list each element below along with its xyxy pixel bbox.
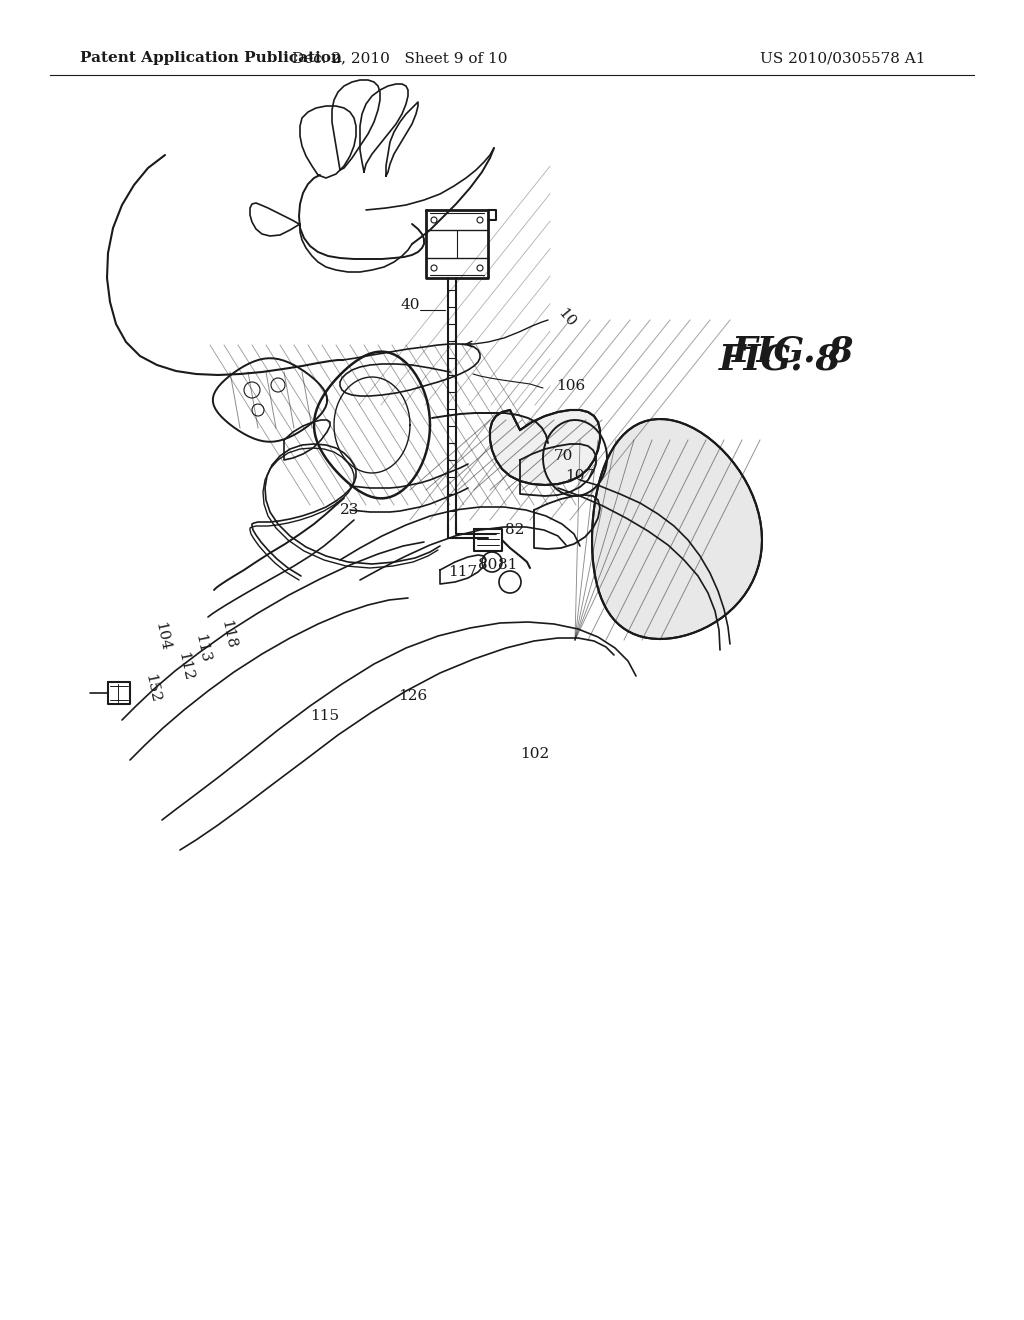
Text: 152: 152 <box>142 672 162 704</box>
Text: Dec. 2, 2010   Sheet 9 of 10: Dec. 2, 2010 Sheet 9 of 10 <box>292 51 508 65</box>
Text: 104: 104 <box>152 620 172 652</box>
Text: 117: 117 <box>449 565 477 579</box>
Text: 70: 70 <box>554 449 573 463</box>
Text: 82: 82 <box>505 523 524 537</box>
Text: 107: 107 <box>565 469 594 483</box>
Text: 118: 118 <box>218 618 238 649</box>
Text: 10: 10 <box>555 306 579 330</box>
Text: 81: 81 <box>498 558 517 572</box>
Text: US 2010/0305578 A1: US 2010/0305578 A1 <box>760 51 926 65</box>
Text: 40: 40 <box>400 298 420 312</box>
Text: 106: 106 <box>556 379 586 393</box>
Circle shape <box>477 265 483 271</box>
Text: FIG. 8: FIG. 8 <box>732 335 854 370</box>
Text: 112: 112 <box>175 651 195 681</box>
Text: 126: 126 <box>398 689 427 704</box>
Text: FIG. 8: FIG. 8 <box>719 343 842 378</box>
Text: 23: 23 <box>340 503 359 517</box>
Text: Patent Application Publication: Patent Application Publication <box>80 51 342 65</box>
Polygon shape <box>592 418 762 639</box>
Text: 80: 80 <box>478 558 498 572</box>
Polygon shape <box>490 411 600 484</box>
Circle shape <box>431 265 437 271</box>
Circle shape <box>477 216 483 223</box>
Text: 113: 113 <box>193 632 212 664</box>
Text: 115: 115 <box>310 709 339 723</box>
Circle shape <box>431 216 437 223</box>
Text: 102: 102 <box>520 747 549 762</box>
